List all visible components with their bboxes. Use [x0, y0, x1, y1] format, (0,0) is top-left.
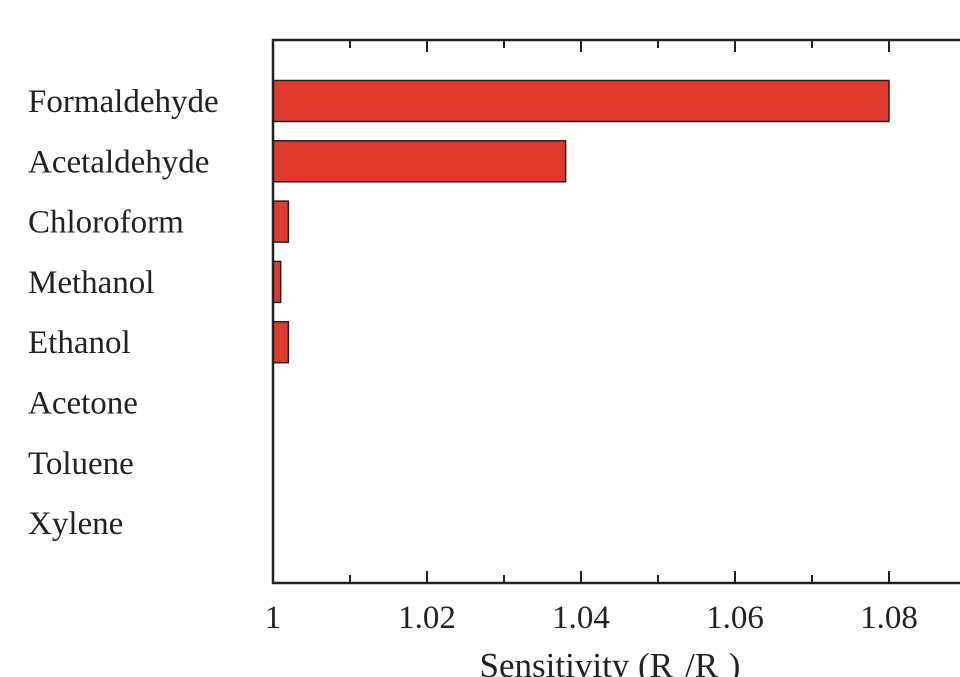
category-label-methanol: Methanol	[28, 265, 154, 301]
category-label-ethanol: Ethanol	[28, 325, 131, 361]
category-label-toluene: Toluene	[28, 446, 134, 482]
category-label-xylene: Xylene	[28, 506, 123, 542]
x-tick-label: 1.04	[552, 600, 610, 636]
x-tick-label: 1.08	[860, 600, 918, 636]
category-label-chloroform: Chloroform	[28, 205, 184, 241]
x-tick-label: 1.06	[706, 600, 764, 636]
x-ticks	[349, 40, 890, 583]
x-axis-title-mid: /R	[685, 646, 719, 677]
x-axis-title: Sensitivity (Rg/Ra)	[480, 646, 741, 677]
x-axis-title-sub-g: g	[673, 670, 685, 677]
x-tick-labels: 1 1.02 1.04 1.06 1.08	[265, 600, 918, 636]
bar-formaldehyde	[272, 79, 890, 123]
x-axis-title-main: Sensitivity (R	[480, 646, 674, 677]
category-label-acetaldehyde: Acetaldehyde	[28, 144, 209, 180]
x-tick-label: 1.02	[398, 600, 456, 636]
bar-acetaldehyde	[272, 140, 567, 183]
category-label-formaldehyde: Formaldehyde	[28, 84, 219, 120]
plot-frame	[271, 38, 960, 585]
category-label-acetone: Acetone	[28, 386, 138, 422]
bar-ethanol	[272, 320, 290, 364]
category-labels: Formaldehyde Acetaldehyde Chloroform Methan…	[28, 84, 219, 542]
x-axis-title-end: )	[729, 646, 741, 677]
bar-chloroform	[272, 200, 290, 243]
x-axis-title-sub-a: a	[718, 670, 729, 677]
bars-group	[272, 79, 890, 364]
x-tick-label: 1	[265, 600, 282, 636]
